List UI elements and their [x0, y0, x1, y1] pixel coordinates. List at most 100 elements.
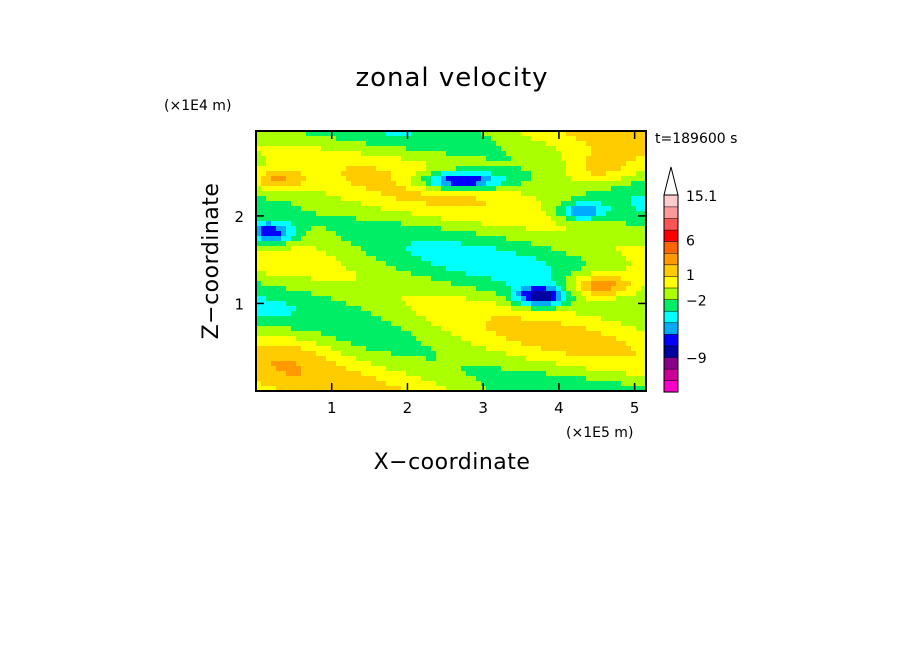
heatmap-cell — [476, 281, 482, 287]
heatmap-cell — [531, 321, 537, 327]
heatmap-cell — [616, 256, 622, 262]
heatmap-cell — [341, 151, 347, 157]
heatmap-cell — [461, 286, 467, 292]
heatmap-cell — [451, 166, 457, 172]
heatmap-cell — [386, 236, 392, 242]
heatmap-cell — [471, 386, 477, 392]
heatmap-cell — [296, 201, 302, 207]
heatmap-cell — [331, 306, 337, 312]
heatmap-cell — [536, 231, 542, 237]
heatmap-cell — [326, 146, 332, 152]
heatmap-cell — [421, 291, 427, 297]
heatmap-cell — [526, 236, 532, 242]
heatmap-cell — [321, 186, 327, 192]
heatmap-cell — [486, 361, 492, 367]
heatmap-cell — [436, 376, 442, 382]
heatmap-cell — [421, 316, 427, 322]
heatmap-cell — [551, 351, 557, 357]
heatmap-cell — [566, 286, 572, 292]
heatmap-cell — [371, 131, 377, 137]
heatmap-cell — [481, 216, 487, 222]
heatmap-cell — [306, 311, 312, 317]
heatmap-cell — [291, 201, 297, 207]
heatmap-cell — [441, 301, 447, 307]
heatmap-cell — [426, 251, 432, 257]
heatmap-cell — [271, 321, 277, 327]
heatmap-cell — [531, 256, 537, 262]
heatmap-cell — [436, 161, 442, 167]
heatmap-cell — [426, 201, 432, 207]
heatmap-cell — [401, 306, 407, 312]
heatmap-cell — [641, 366, 647, 372]
heatmap-cell — [311, 131, 317, 137]
heatmap-cell — [606, 266, 612, 272]
heatmap-cell — [466, 386, 472, 392]
heatmap-cell — [601, 296, 607, 302]
heatmap-cell — [416, 176, 422, 182]
heatmap-cell — [336, 136, 342, 142]
heatmap-cell — [626, 206, 632, 212]
heatmap-cell — [561, 326, 567, 332]
heatmap-cell — [491, 276, 497, 282]
heatmap-cell — [446, 141, 452, 147]
heatmap-cell — [581, 171, 587, 177]
heatmap-cell — [396, 246, 402, 252]
heatmap-cell — [396, 281, 402, 287]
heatmap-cell — [401, 276, 407, 282]
heatmap-cell — [446, 271, 452, 277]
heatmap-cell — [381, 221, 387, 227]
heatmap-cell — [286, 196, 292, 202]
heatmap-cell — [581, 141, 587, 147]
heatmap-cell — [556, 376, 562, 382]
heatmap-cell — [431, 181, 437, 187]
heatmap-cell — [406, 276, 412, 282]
heatmap-cell — [511, 336, 517, 342]
heatmap-cell — [331, 281, 337, 287]
heatmap-cell — [466, 266, 472, 272]
heatmap-cell — [551, 151, 557, 157]
heatmap-cell — [326, 346, 332, 352]
heatmap-cell — [486, 186, 492, 192]
heatmap-cell — [631, 351, 637, 357]
heatmap-cell — [441, 196, 447, 202]
heatmap-cell — [601, 236, 607, 242]
heatmap-cell — [356, 171, 362, 177]
heatmap-cell — [546, 251, 552, 257]
heatmap-cell — [466, 281, 472, 287]
heatmap-cell — [386, 366, 392, 372]
heatmap-cell — [391, 366, 397, 372]
heatmap-cell — [391, 291, 397, 297]
heatmap-cell — [396, 196, 402, 202]
heatmap-cell — [436, 226, 442, 232]
heatmap-cell — [601, 346, 607, 352]
heatmap-cell — [536, 221, 542, 227]
heatmap-cell — [411, 136, 417, 142]
heatmap-cell — [406, 311, 412, 317]
heatmap-cell — [431, 371, 437, 377]
heatmap-cell — [351, 241, 357, 247]
heatmap-cell — [541, 316, 547, 322]
heatmap-cell — [286, 131, 292, 137]
heatmap-cell — [641, 331, 647, 337]
heatmap-cell — [256, 316, 262, 322]
heatmap-cell — [341, 171, 347, 177]
heatmap-cell — [591, 196, 597, 202]
heatmap-cell — [621, 156, 627, 162]
heatmap-cell — [611, 291, 617, 297]
heatmap-cell — [331, 211, 337, 217]
heatmap-cell — [281, 336, 287, 342]
heatmap-cell — [436, 256, 442, 262]
heatmap-cell — [566, 226, 572, 232]
heatmap-cell — [441, 321, 447, 327]
heatmap-cell — [396, 146, 402, 152]
heatmap-cell — [431, 246, 437, 252]
heatmap-cell — [456, 291, 462, 297]
heatmap-cell — [276, 216, 282, 222]
heatmap-cell — [591, 146, 597, 152]
heatmap-cell — [431, 136, 437, 142]
heatmap-cell — [476, 221, 482, 227]
heatmap-cell — [486, 286, 492, 292]
heatmap-cell — [256, 211, 262, 217]
heatmap-cell — [571, 296, 577, 302]
heatmap-cell — [566, 241, 572, 247]
